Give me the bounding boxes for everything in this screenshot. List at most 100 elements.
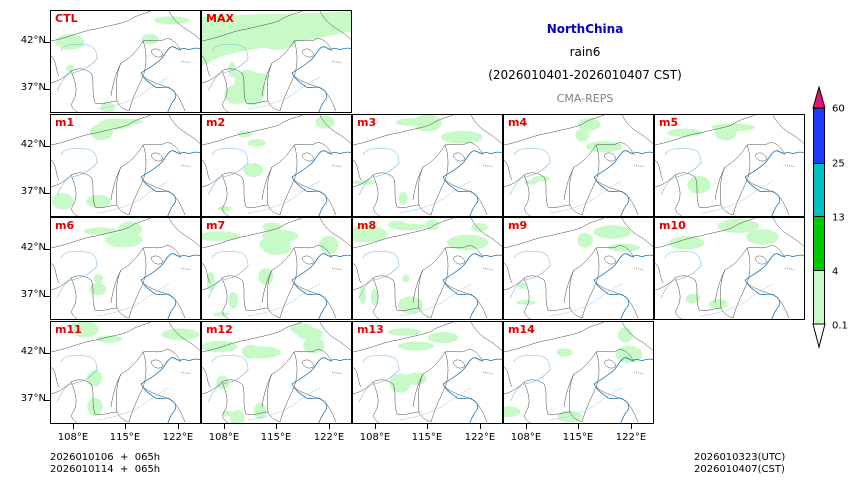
panel-label: m7 xyxy=(206,219,226,232)
colorbar-label-0.1: 0.1 xyxy=(832,320,848,332)
panel-label: m14 xyxy=(508,323,535,336)
region-title: NorthChina xyxy=(546,22,624,36)
longitude-tick-label: 122°E xyxy=(313,432,345,443)
longitude-tick-mark xyxy=(375,424,376,429)
map-panel-m12: m12 xyxy=(201,321,352,424)
colorbar-label-4: 4 xyxy=(832,266,839,278)
latitude-tick-mark xyxy=(45,145,50,147)
map-panel-m10: m10 xyxy=(654,217,805,320)
longitude-tick-mark xyxy=(125,424,126,429)
latitude-tick-mark xyxy=(45,89,50,90)
longitude-tick-label: 115°E xyxy=(260,432,292,443)
colorbar-over-arrow xyxy=(812,86,826,109)
colorbar-label-60: 60 xyxy=(832,103,845,115)
longitude-tick-label: 115°E xyxy=(562,432,594,443)
longitude-tick-mark xyxy=(73,424,74,429)
longitude-tick-label: 115°E xyxy=(109,432,141,443)
colorbar-segment-4 xyxy=(813,270,825,325)
precipitation-map xyxy=(202,11,351,112)
latitude-tick-mark xyxy=(45,352,50,354)
panel-label: m11 xyxy=(55,323,82,336)
longitude-tick-mark xyxy=(480,424,481,429)
precipitation-map xyxy=(51,11,200,112)
colorbar-segment-60 xyxy=(813,108,825,163)
precipitation-map xyxy=(504,115,653,216)
panel-label: m3 xyxy=(357,116,377,129)
latitude-tick-mark xyxy=(45,42,50,43)
panel-label: m4 xyxy=(508,116,528,129)
precipitation-map xyxy=(202,218,351,319)
longitude-tick-label: 108°E xyxy=(208,432,240,443)
latitude-tick-label: 42°N xyxy=(20,35,46,46)
map-panel-m8: m8 xyxy=(352,217,503,320)
map-panel-m13: m13 xyxy=(352,321,503,424)
map-panel-m5: m5 xyxy=(654,114,805,217)
panel-label: CTL xyxy=(55,12,78,25)
longitude-tick-mark xyxy=(578,424,579,429)
precipitation-map xyxy=(655,115,804,216)
panel-label: m12 xyxy=(206,323,233,336)
longitude-tick-mark xyxy=(329,424,330,429)
panel-label: m5 xyxy=(659,116,679,129)
longitude-tick-label: 108°E xyxy=(359,432,391,443)
map-panel-m6: m6 xyxy=(50,217,201,320)
panel-label: m10 xyxy=(659,219,686,232)
init-time-line1: 2026010106 + 065h xyxy=(50,452,161,463)
map-panel-m7: m7 xyxy=(201,217,352,320)
latitude-tick-mark xyxy=(45,192,50,194)
longitude-tick-label: 108°E xyxy=(510,432,542,443)
map-panel-m2: m2 xyxy=(201,114,352,217)
latitude-tick-label: 37°N xyxy=(20,82,46,93)
colorbar-label-25: 25 xyxy=(832,158,845,170)
longitude-tick-mark xyxy=(224,424,225,429)
map-panel-m11: m11 xyxy=(50,321,201,424)
longitude-tick-label: 122°E xyxy=(615,432,647,443)
latitude-tick-mark xyxy=(45,249,50,250)
panel-label: MAX xyxy=(206,12,234,25)
longitude-tick-mark xyxy=(427,424,428,429)
valid-time-utc: 2026010323(UTC) xyxy=(694,452,786,463)
longitude-tick-mark xyxy=(631,424,632,429)
latitude-tick-label: 42°N xyxy=(20,242,46,253)
longitude-tick-mark xyxy=(276,424,277,429)
period-title: (2026010401-2026010407 CST) xyxy=(488,68,682,82)
panel-label: m2 xyxy=(206,116,226,129)
latitude-tick-label: 42°N xyxy=(20,138,46,150)
map-panel-m1: m1 xyxy=(50,114,201,217)
colorbar-under-arrow xyxy=(812,323,826,349)
longitude-tick-mark xyxy=(178,424,179,429)
precipitation-map xyxy=(51,115,200,216)
latitude-tick-label: 37°N xyxy=(20,289,46,300)
panel-label: m9 xyxy=(508,219,528,232)
precipitation-map xyxy=(655,218,804,319)
panel-label: m8 xyxy=(357,219,377,232)
precipitation-map xyxy=(202,322,351,423)
colorbar-segment-13 xyxy=(813,216,825,271)
precipitation-map xyxy=(51,218,200,319)
map-panel-m9: m9 xyxy=(503,217,654,320)
precipitation-map xyxy=(202,115,351,216)
latitude-tick-label: 37°N xyxy=(20,392,46,404)
precipitation-map xyxy=(353,322,502,423)
map-panel-m4: m4 xyxy=(503,114,654,217)
longitude-tick-label: 108°E xyxy=(57,432,89,443)
map-panel-m3: m3 xyxy=(352,114,503,217)
map-panel-m14: m14 xyxy=(503,321,654,424)
panel-label: m1 xyxy=(55,116,75,129)
precipitation-map xyxy=(353,218,502,319)
latitude-tick-mark xyxy=(45,399,50,401)
latitude-tick-label: 42°N xyxy=(20,345,46,357)
longitude-tick-label: 115°E xyxy=(411,432,443,443)
longitude-tick-mark xyxy=(526,424,527,429)
colorbar-label-13: 13 xyxy=(832,212,845,224)
variable-title: rain6 xyxy=(569,45,601,59)
precipitation-map xyxy=(504,218,653,319)
map-panel-max: MAX xyxy=(201,10,352,113)
panel-label: m6 xyxy=(55,219,75,232)
longitude-tick-label: 122°E xyxy=(162,432,194,443)
precipitation-map xyxy=(353,115,502,216)
longitude-tick-label: 122°E xyxy=(464,432,496,443)
map-panel-ctl: CTL xyxy=(50,10,201,113)
latitude-tick-label: 37°N xyxy=(20,185,46,197)
model-title: CMA-REPS xyxy=(556,92,614,105)
